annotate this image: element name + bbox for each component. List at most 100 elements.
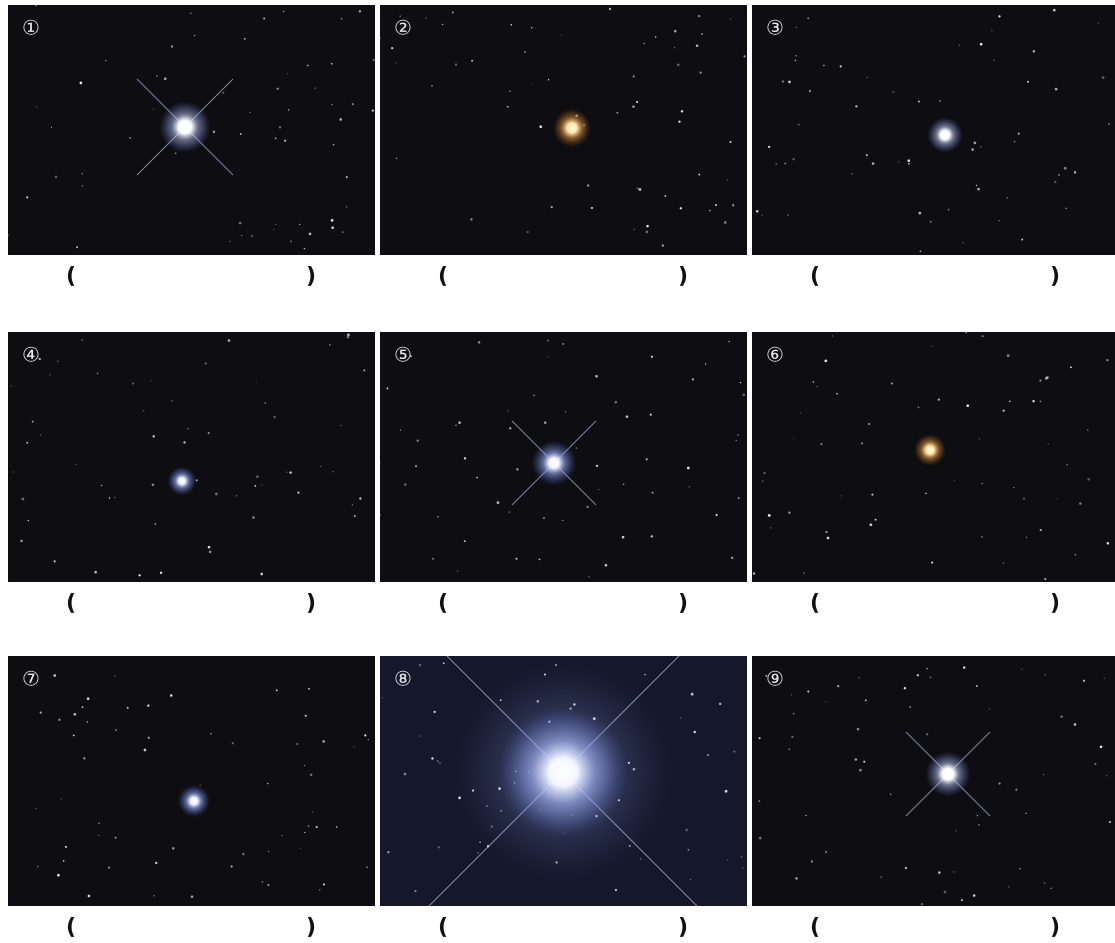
- bg-star: [516, 468, 518, 470]
- bg-star: [437, 760, 439, 762]
- bg-star: [813, 381, 814, 382]
- bg-star: [215, 493, 218, 496]
- bg-star: [691, 693, 694, 696]
- bg-star: [497, 501, 500, 504]
- bg-star: [792, 158, 794, 160]
- panel-number: ⑤: [394, 343, 412, 367]
- bg-star: [832, 335, 833, 336]
- bg-star: [908, 163, 910, 165]
- bg-star: [531, 83, 532, 84]
- star: [927, 117, 962, 152]
- bg-star: [305, 715, 307, 717]
- bg-star: [858, 677, 859, 678]
- bg-star: [105, 60, 106, 61]
- bg-star: [788, 512, 790, 514]
- bg-star: [155, 862, 157, 864]
- bg-star: [963, 666, 965, 668]
- bg-star: [13, 471, 14, 472]
- bg-star: [28, 520, 30, 522]
- bg-star: [1039, 380, 1041, 382]
- bg-star: [1065, 208, 1066, 209]
- bg-star: [539, 558, 541, 560]
- bg-star: [605, 564, 607, 566]
- bg-star: [359, 10, 361, 12]
- star-panel: ③(): [752, 5, 1115, 289]
- bg-star: [725, 790, 728, 793]
- bg-star: [152, 435, 154, 437]
- bg-star: [938, 399, 940, 401]
- bg-star: [464, 540, 466, 542]
- answer-open: (: [438, 591, 448, 616]
- bg-star: [586, 506, 589, 509]
- bg-star: [40, 712, 42, 714]
- bg-star: [36, 106, 37, 107]
- bg-star: [415, 465, 417, 467]
- bg-star: [622, 536, 625, 539]
- bg-star: [1108, 123, 1109, 124]
- bg-star: [646, 458, 648, 460]
- bg-star: [548, 356, 549, 357]
- bg-star: [279, 126, 281, 128]
- bg-star: [636, 101, 638, 103]
- bg-star: [273, 229, 274, 230]
- bg-star: [231, 865, 233, 867]
- bg-star: [904, 687, 906, 689]
- bg-star: [1106, 775, 1107, 776]
- bg-star: [152, 484, 155, 487]
- bg-star: [855, 105, 857, 107]
- bg-star: [759, 837, 762, 840]
- bg-star: [731, 557, 733, 559]
- bg-star: [1104, 678, 1105, 679]
- photo: [380, 5, 747, 255]
- bg-star: [753, 572, 755, 574]
- bg-star: [698, 174, 700, 176]
- bg-star: [171, 400, 172, 401]
- bg-star: [404, 483, 407, 486]
- bg-star: [346, 206, 347, 207]
- bg-star: [239, 222, 242, 225]
- bg-star: [1032, 400, 1034, 402]
- bg-star: [329, 344, 330, 345]
- bg-star: [632, 105, 634, 107]
- star: [914, 434, 946, 466]
- photo: [7, 4, 375, 255]
- bg-star: [646, 225, 649, 228]
- bg-star: [276, 689, 278, 691]
- bg-star: [789, 748, 790, 749]
- bg-star: [1043, 774, 1044, 775]
- bg-star: [312, 812, 313, 813]
- bg-star: [476, 477, 478, 479]
- bg-star: [281, 835, 282, 836]
- bg-star: [515, 558, 517, 560]
- bg-star: [1067, 464, 1068, 465]
- bg-star: [961, 899, 963, 901]
- bg-star: [871, 494, 873, 496]
- bg-star: [763, 472, 765, 474]
- bg-star: [918, 212, 921, 215]
- bg-star: [347, 333, 350, 336]
- photo: [752, 332, 1115, 582]
- bg-star: [308, 688, 310, 690]
- bg-star: [154, 523, 156, 525]
- bg-star: [1014, 141, 1015, 142]
- bg-star: [457, 571, 458, 572]
- bg-star: [342, 231, 344, 233]
- bg-star: [510, 24, 512, 26]
- bg-star: [455, 63, 457, 65]
- bg-star: [539, 125, 542, 128]
- bg-star: [909, 706, 911, 708]
- bg-star: [232, 742, 234, 744]
- bg-star: [531, 27, 532, 28]
- bg-star: [917, 674, 919, 676]
- bg-star: [340, 425, 342, 427]
- bg-star: [73, 734, 75, 736]
- bg-star: [242, 853, 244, 855]
- bg-star: [898, 162, 899, 163]
- bg-star: [811, 860, 813, 862]
- bg-star: [738, 497, 740, 499]
- bg-star: [787, 214, 788, 215]
- bg-star: [129, 137, 131, 139]
- bg-star: [827, 537, 830, 540]
- bg-star: [931, 561, 933, 563]
- photo: [379, 332, 747, 582]
